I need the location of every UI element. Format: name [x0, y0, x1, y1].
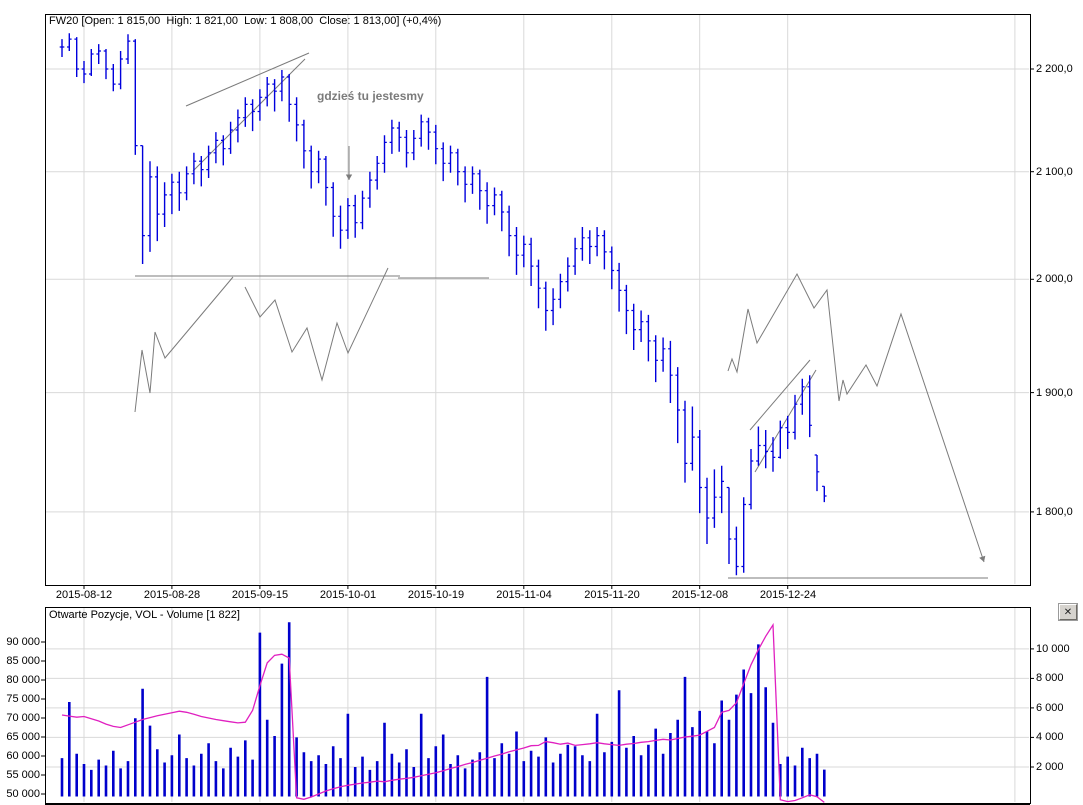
open-interest-axis-label: 50 000 [6, 788, 40, 800]
date-axis-label: 2015-12-24 [759, 589, 817, 601]
price-axis-label: 1 900,0 [1036, 387, 1073, 399]
volume-axis-label: 6 000 [1036, 702, 1064, 714]
volume-axis-label: 8 000 [1036, 672, 1064, 684]
price-pane-title: FW20 [Open: 1 815,00 High: 1 821,00 Low:… [49, 15, 442, 27]
date-axis-label: 2015-12-08 [671, 589, 729, 601]
open-interest-axis-label: 55 000 [6, 769, 40, 781]
price-axis-label: 2 100,0 [1036, 166, 1073, 178]
open-interest-axis-label: 70 000 [6, 712, 40, 724]
date-axis-label: 2015-11-04 [496, 589, 552, 601]
date-axis-label: 2015-10-01 [319, 589, 377, 601]
open-interest-axis-label: 90 000 [6, 636, 40, 648]
close-pane-button[interactable]: ✕ [1059, 604, 1077, 620]
open-interest-axis-label: 85 000 [6, 655, 40, 667]
open-interest-axis-label: 80 000 [6, 674, 40, 686]
close-icon: ✕ [1063, 606, 1073, 618]
date-axis-label: 2015-11-20 [584, 589, 640, 601]
annotation-label: gdzieś tu jestesmy [317, 89, 424, 103]
date-axis-label: 2015-08-12 [55, 589, 113, 601]
date-axis-label: 2015-10-19 [407, 589, 465, 601]
open-interest-axis-label: 75 000 [6, 693, 40, 705]
date-axis-label: 2015-09-15 [231, 589, 289, 601]
volume-axis-label: 10 000 [1036, 643, 1070, 655]
volume-pane-title: Otwarte Pozycje, VOL - Volume [1 822] [49, 609, 240, 621]
volume-axis-label: 4 000 [1036, 731, 1064, 743]
price-axis-label: 2 000,0 [1036, 273, 1073, 285]
open-interest-axis-label: 60 000 [6, 750, 40, 762]
price-axis-label: 2 200,0 [1036, 63, 1073, 75]
volume-axis-label: 2 000 [1036, 761, 1064, 773]
open-interest-axis-label: 65 000 [6, 731, 40, 743]
date-axis-label: 2015-08-28 [143, 589, 201, 601]
price-axis-label: 1 800,0 [1036, 506, 1073, 518]
